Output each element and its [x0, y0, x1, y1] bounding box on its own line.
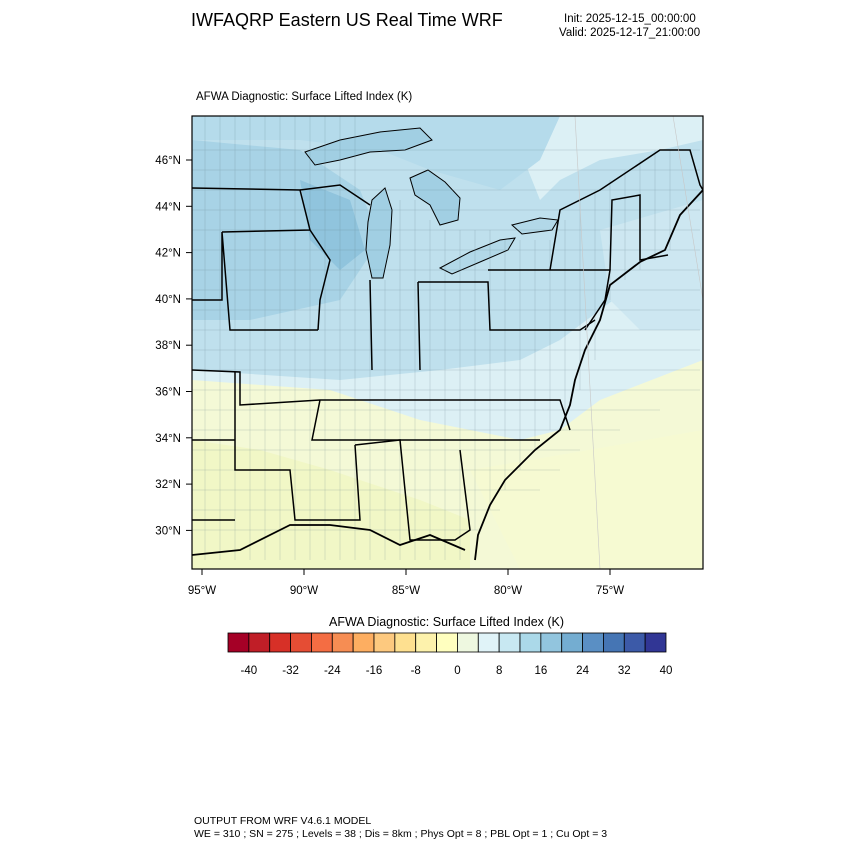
lon-label: 85°W — [392, 585, 420, 597]
lake-superior — [304, 127, 433, 166]
colorbar-boxes — [227, 632, 667, 653]
colorbar-title: AFWA Diagnostic: Surface Lifted Index (K… — [329, 615, 565, 629]
colorbar-swatch — [540, 632, 563, 653]
lake-michigan — [365, 187, 393, 279]
state-boundaries — [192, 149, 703, 541]
map-field — [192, 116, 703, 569]
colorbar-label: 16 — [534, 665, 547, 677]
lat-label: 46°N — [155, 155, 181, 167]
lat-label: 30°N — [155, 525, 181, 537]
lon-label: 75°W — [596, 585, 624, 597]
colorbar-label: 32 — [618, 665, 631, 677]
colorbar-label: 8 — [496, 665, 502, 677]
colorbar-swatch — [561, 632, 583, 653]
lat-label: 38°N — [155, 340, 181, 352]
colorbar-swatch — [311, 632, 333, 653]
footer-config-line: WE = 310 ; SN = 275 ; Levels = 38 ; Dis … — [194, 828, 608, 840]
latitude-axis: 46°N 44°N 42°N 40°N 38°N 36°N 34°N 32°N 30°N — [155, 155, 192, 537]
field-warm-ocean — [470, 430, 703, 569]
field-north-blue — [192, 116, 560, 190]
lon-label: 95°W — [188, 585, 216, 597]
page-title: IWFAQRP Eastern US Real Time WRF — [191, 10, 503, 30]
colorbar-swatch — [457, 632, 479, 653]
colorbar-swatch — [415, 632, 437, 653]
field-gulf-coast — [192, 440, 470, 569]
colorbar-label: -40 — [241, 665, 258, 677]
lat-label: 36°N — [155, 387, 181, 399]
colorbar-label: 24 — [576, 665, 589, 677]
colorbar-swatch — [519, 632, 542, 653]
longitude-axis: 95°W 90°W 85°W 80°W 75°W — [188, 569, 624, 597]
lon-label: 80°W — [494, 585, 522, 597]
valid-time-label: Valid: 2025-12-17_21:00:00 — [559, 27, 701, 39]
lake-huron — [409, 169, 461, 226]
colorbar-swatch — [603, 632, 625, 653]
field-atlantic-cool — [600, 200, 703, 330]
footer-model-line: OUTPUT FROM WRF V4.6.1 MODEL — [194, 815, 372, 827]
colorbar-swatch — [331, 632, 354, 653]
colorbar-label: -8 — [411, 665, 421, 677]
colorbar-label: 40 — [660, 665, 673, 677]
colorbar-swatch — [352, 632, 375, 653]
colorbar-swatch — [477, 632, 500, 653]
colorbar-swatch — [248, 632, 271, 653]
lat-label: 34°N — [155, 433, 181, 445]
colorbar-swatch — [498, 632, 521, 653]
colorbar-swatch — [290, 632, 312, 653]
lat-label: 40°N — [155, 294, 181, 306]
colorbar-swatch — [582, 632, 604, 653]
colorbar-swatch — [436, 632, 458, 653]
lat-label: 44°N — [155, 201, 181, 213]
colorbar-label: -24 — [324, 665, 341, 677]
county-lines — [192, 116, 700, 560]
lat-label: 42°N — [155, 248, 181, 260]
init-time-label: Init: 2025-12-15_00:00:00 — [564, 13, 696, 25]
lon-label: 90°W — [290, 585, 318, 597]
colorbar-swatch — [269, 632, 291, 653]
graticule — [574, 116, 703, 569]
lat-label: 32°N — [155, 479, 181, 491]
colorbar-label: -32 — [282, 665, 299, 677]
colorbar-label: 0 — [454, 665, 460, 677]
coastlines — [192, 189, 703, 561]
colorbar-label: -16 — [366, 665, 383, 677]
field-wisconsin-blue — [300, 180, 365, 270]
colorbar-swatch — [227, 632, 250, 653]
map-frame — [191, 115, 704, 570]
colorbar-swatch — [644, 632, 667, 653]
colorbar-swatch — [373, 632, 396, 653]
colorbar-labels: -40 -32 -24 -16 -8 0 8 16 24 32 40 — [241, 665, 673, 677]
colorbar-swatch — [623, 632, 646, 653]
plot-field-title: AFWA Diagnostic: Surface Lifted Index (K… — [196, 91, 413, 103]
colorbar-swatch — [394, 632, 417, 653]
